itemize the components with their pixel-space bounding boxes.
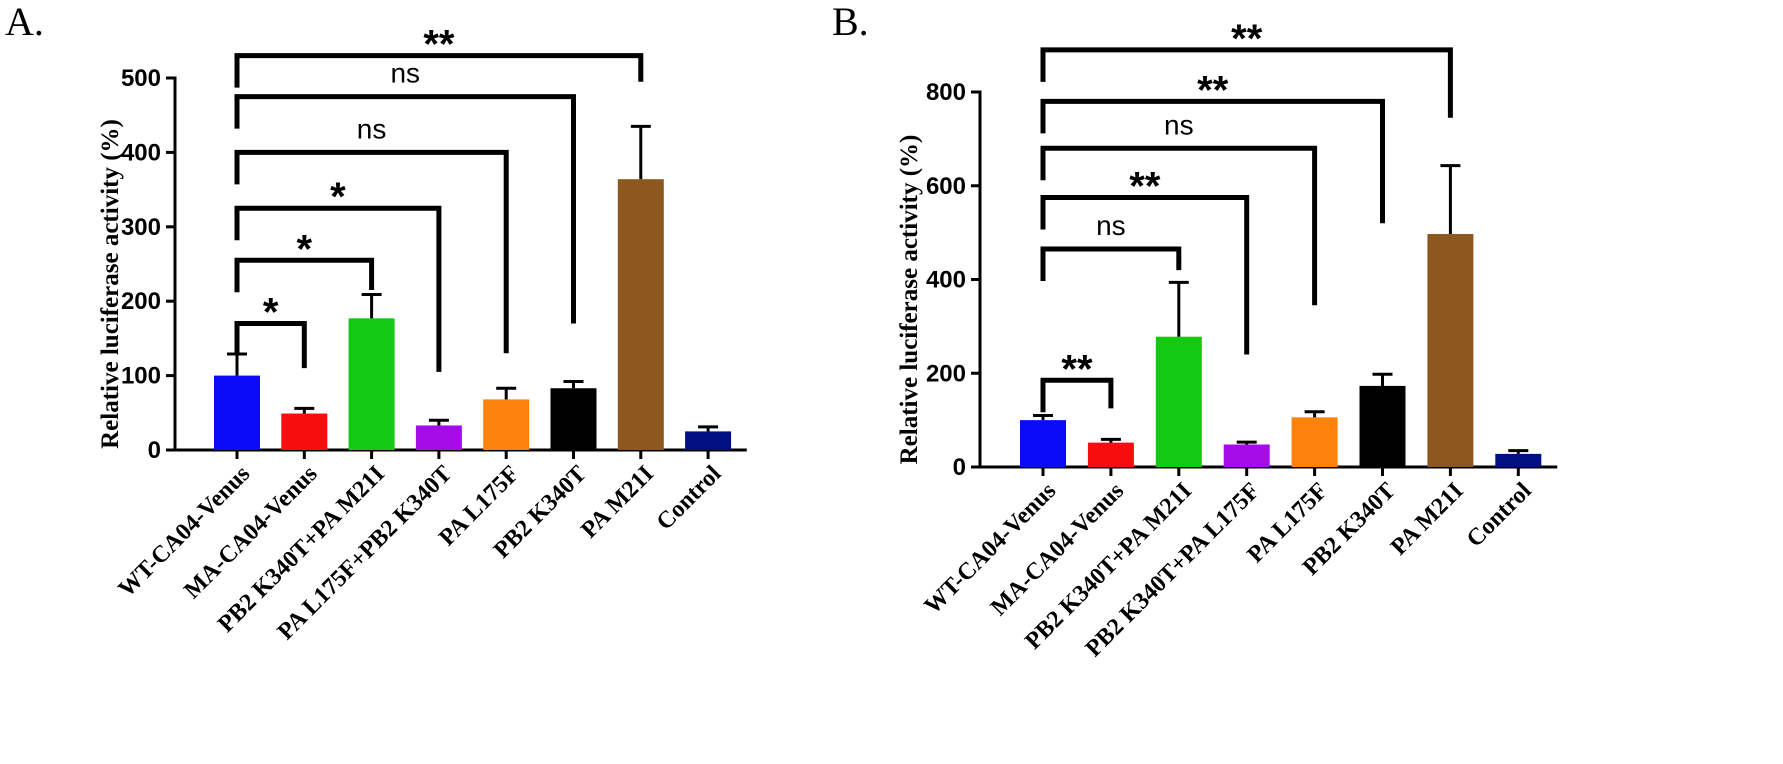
y-tick-label: 0: [148, 437, 161, 464]
y-axis-title: Relative luciferase activity (%): [896, 135, 923, 465]
bar: [1155, 336, 1202, 467]
y-tick-label: 200: [926, 360, 966, 387]
bar: [415, 425, 462, 450]
significance-label: ns: [390, 58, 420, 89]
bar: [214, 375, 260, 450]
significance-label: ns: [1164, 109, 1194, 140]
y-tick-label: 800: [926, 79, 966, 106]
significance-label: **: [1231, 17, 1263, 61]
y-tick-label: 200: [121, 288, 161, 315]
bar: [348, 318, 395, 450]
significance-bracket: [234, 149, 509, 354]
bar: [1223, 444, 1270, 467]
x-tick-label: PA M21I: [576, 461, 659, 544]
x-tick-label: Control: [652, 461, 727, 536]
y-tick-label: 500: [121, 65, 161, 92]
panel-letter: A.: [5, 0, 44, 44]
x-tick-label: PA M21I: [1386, 478, 1469, 561]
significance-label: *: [297, 227, 313, 271]
significance-bracket: [1040, 47, 1453, 118]
significance-bracket: [1040, 246, 1182, 282]
significance-bracket: [234, 257, 375, 293]
y-tick-label: 400: [926, 267, 966, 294]
bar: [1087, 442, 1134, 467]
panel-b: B. Relative luciferase activity (%) 0 200 40…: [832, 0, 1558, 662]
bar: [1291, 417, 1338, 467]
significance-label: ns: [357, 113, 387, 144]
significance-label: ns: [1096, 210, 1126, 241]
y-tick-label: 0: [953, 454, 966, 481]
significance-bracket: [1040, 98, 1385, 224]
panel-a: A. Relative luciferase activity (%) 0 100 20…: [5, 0, 747, 645]
significance-bracket: [1040, 194, 1250, 355]
bar: [1427, 234, 1474, 467]
y-tick-label: 300: [121, 214, 161, 241]
significance-label: **: [423, 23, 455, 67]
panel-letter: B.: [832, 0, 869, 44]
y-tick-label: 400: [121, 139, 161, 166]
bar: [1020, 420, 1066, 467]
bar: [281, 413, 328, 450]
y-tick-label: 600: [926, 173, 966, 200]
bar: [550, 388, 597, 450]
significance-label: **: [1129, 164, 1161, 208]
significance-label: *: [263, 291, 279, 335]
significance-label: *: [330, 175, 346, 219]
significance-bracket: [234, 53, 644, 88]
bar: [685, 431, 732, 450]
significance-bracket: [234, 94, 576, 324]
significance-bracket: [1040, 145, 1318, 306]
bar: [483, 399, 530, 450]
bar: [1359, 385, 1406, 467]
x-tick-label: Control: [1462, 478, 1537, 553]
bar: [1495, 453, 1542, 467]
y-tick-label: 100: [121, 363, 161, 390]
significance-bracket: [234, 205, 442, 372]
significance-bracket: [234, 321, 307, 369]
significance-label: **: [1197, 68, 1229, 112]
significance-label: **: [1061, 347, 1093, 391]
bar: [617, 179, 664, 450]
y-axis-title: Relative luciferase activity (%): [97, 119, 124, 449]
significance-bracket: [1040, 377, 1114, 413]
